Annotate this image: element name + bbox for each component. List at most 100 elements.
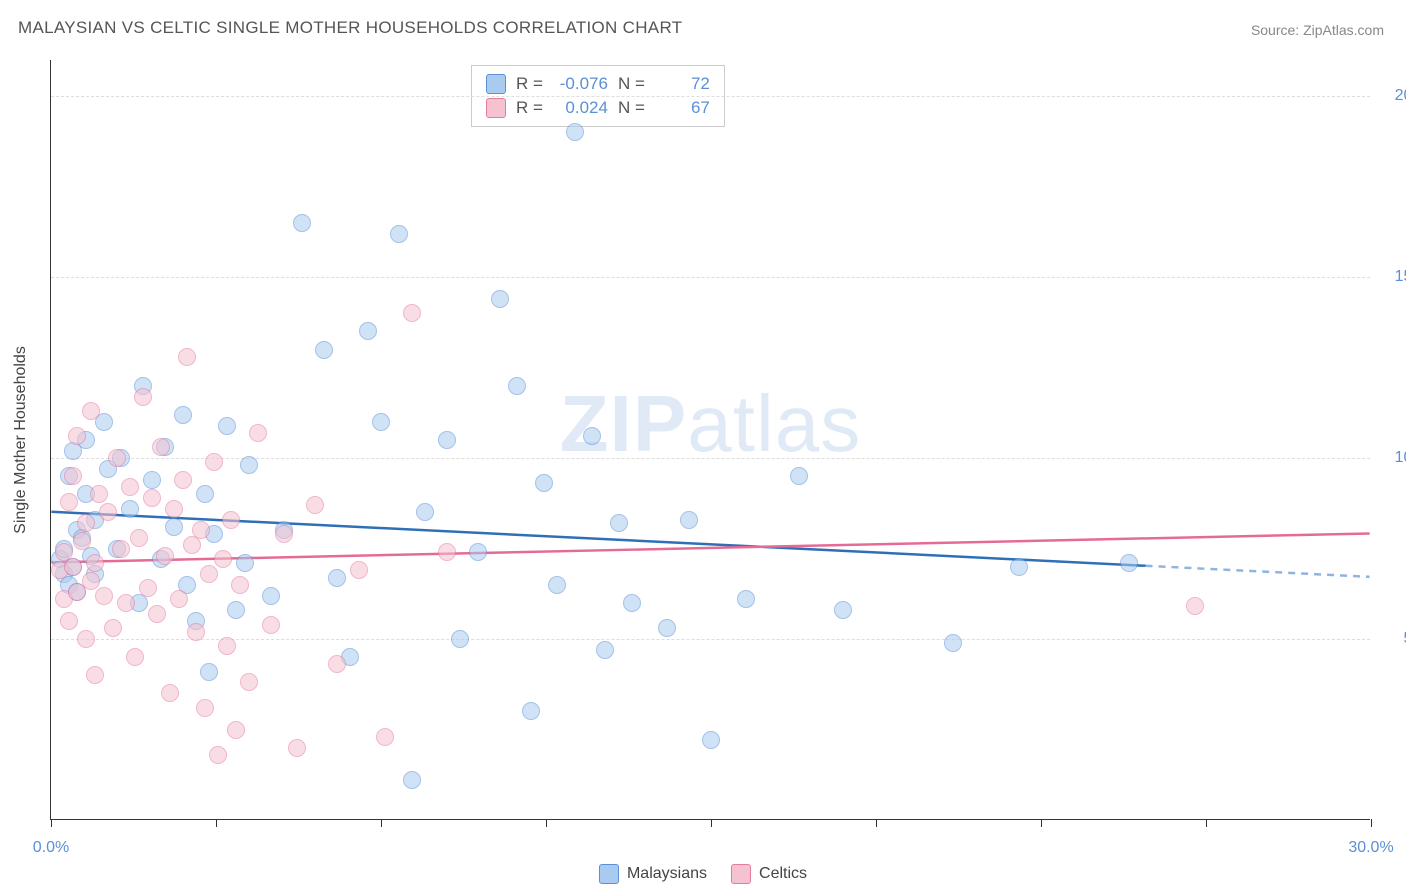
scatter-point: [112, 540, 130, 558]
y-tick-label: 5.0%: [1380, 630, 1406, 648]
gridline: [51, 277, 1370, 278]
scatter-point: [451, 630, 469, 648]
scatter-point: [1010, 558, 1028, 576]
scatter-point: [156, 547, 174, 565]
x-tick: [876, 819, 877, 827]
scatter-point: [86, 554, 104, 572]
gridline: [51, 96, 1370, 97]
r-value: -0.076: [553, 74, 608, 94]
y-tick-label: 15.0%: [1380, 268, 1406, 286]
scatter-point: [121, 478, 139, 496]
scatter-point: [491, 290, 509, 308]
scatter-point: [288, 739, 306, 757]
scatter-point: [165, 500, 183, 518]
scatter-point: [86, 666, 104, 684]
scatter-point: [68, 427, 86, 445]
scatter-point: [737, 590, 755, 608]
swatch-celtics: [486, 98, 506, 118]
scatter-point: [236, 554, 254, 572]
scatter-point: [403, 771, 421, 789]
scatter-point: [834, 601, 852, 619]
chart-title: MALAYSIAN VS CELTIC SINGLE MOTHER HOUSEH…: [18, 18, 682, 38]
scatter-point: [438, 431, 456, 449]
scatter-point: [165, 518, 183, 536]
scatter-point: [218, 417, 236, 435]
scatter-point: [73, 532, 91, 550]
scatter-point: [658, 619, 676, 637]
n-label: N =: [618, 74, 645, 94]
scatter-point: [566, 123, 584, 141]
scatter-point: [469, 543, 487, 561]
scatter-point: [403, 304, 421, 322]
scatter-point: [121, 500, 139, 518]
scatter-point: [376, 728, 394, 746]
swatch-malaysians: [486, 74, 506, 94]
scatter-point: [438, 543, 456, 561]
scatter-point: [104, 619, 122, 637]
scatter-point: [95, 587, 113, 605]
scatter-point: [178, 348, 196, 366]
scatter-point: [192, 521, 210, 539]
scatter-point: [196, 699, 214, 717]
trend-lines-svg: [51, 60, 1370, 819]
scatter-point: [222, 511, 240, 529]
scatter-point: [390, 225, 408, 243]
scatter-point: [152, 438, 170, 456]
source-attribution: Source: ZipAtlas.com: [1251, 22, 1384, 38]
y-tick-label: 10.0%: [1380, 449, 1406, 467]
scatter-point: [126, 648, 144, 666]
scatter-point: [82, 402, 100, 420]
scatter-point: [139, 579, 157, 597]
scatter-point: [680, 511, 698, 529]
r-value: 0.024: [553, 98, 608, 118]
scatter-point: [596, 641, 614, 659]
legend-item-celtics: Celtics: [731, 864, 807, 884]
bottom-legend: Malaysians Celtics: [599, 864, 807, 884]
scatter-point: [231, 576, 249, 594]
scatter-point: [293, 214, 311, 232]
scatter-point: [623, 594, 641, 612]
scatter-point: [214, 550, 232, 568]
scatter-point: [108, 449, 126, 467]
plot-area: Single Mother Households ZIPatlas R = -0…: [50, 60, 1370, 820]
scatter-point: [209, 746, 227, 764]
scatter-point: [64, 558, 82, 576]
scatter-point: [275, 525, 293, 543]
x-tick-label: 30.0%: [1348, 839, 1393, 857]
stats-row-malaysians: R = -0.076 N = 72: [486, 72, 710, 96]
scatter-point: [240, 456, 258, 474]
scatter-point: [148, 605, 166, 623]
scatter-point: [134, 388, 152, 406]
scatter-point: [583, 427, 601, 445]
watermark-zip: ZIP: [560, 379, 687, 468]
scatter-point: [359, 322, 377, 340]
scatter-point: [143, 471, 161, 489]
scatter-point: [227, 721, 245, 739]
scatter-point: [143, 489, 161, 507]
n-value: 67: [655, 98, 710, 118]
scatter-point: [99, 503, 117, 521]
scatter-point: [82, 572, 100, 590]
scatter-point: [944, 634, 962, 652]
scatter-point: [77, 630, 95, 648]
x-tick: [1371, 819, 1372, 827]
scatter-point: [535, 474, 553, 492]
legend-label: Celtics: [759, 865, 807, 883]
watermark: ZIPatlas: [560, 378, 861, 470]
legend-swatch-celtics: [731, 864, 751, 884]
watermark-atlas: atlas: [687, 379, 861, 468]
x-tick: [381, 819, 382, 827]
scatter-point: [548, 576, 566, 594]
r-label: R =: [516, 98, 543, 118]
scatter-point: [350, 561, 368, 579]
scatter-point: [117, 594, 135, 612]
scatter-point: [174, 406, 192, 424]
scatter-point: [60, 612, 78, 630]
scatter-point: [200, 663, 218, 681]
scatter-point: [328, 655, 346, 673]
scatter-point: [790, 467, 808, 485]
scatter-point: [610, 514, 628, 532]
x-tick: [1041, 819, 1042, 827]
r-label: R =: [516, 74, 543, 94]
x-tick: [1206, 819, 1207, 827]
